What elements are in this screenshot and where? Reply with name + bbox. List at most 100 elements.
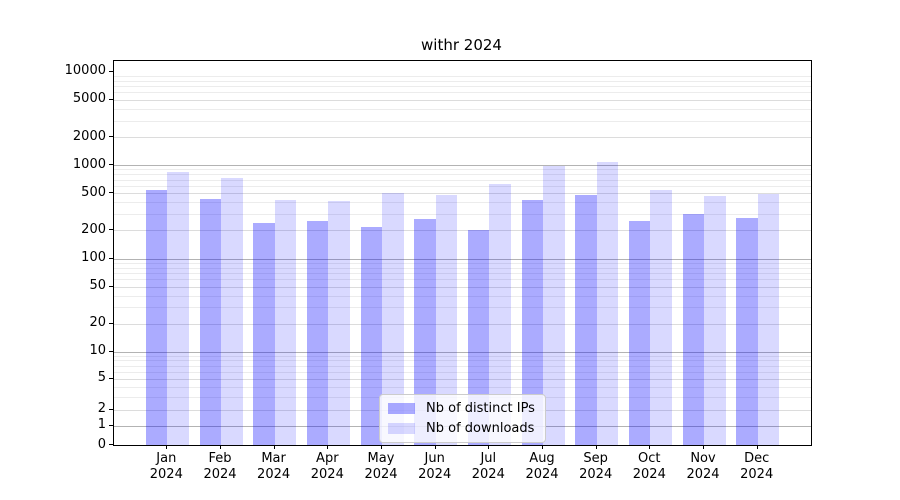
- y-tick-label: 10000: [64, 63, 106, 79]
- legend-swatch-downloads: [388, 423, 415, 434]
- x-tick-text: 2024: [471, 467, 505, 482]
- bar-downloads-oct: [650, 189, 672, 445]
- y-tick-label: 1000: [72, 156, 106, 172]
- x-tick-label-jun: Jun 2024: [404, 451, 466, 483]
- x-tick-text: 2024: [740, 467, 774, 482]
- x-tick-text: 2024: [310, 467, 344, 482]
- gridline-minor: [114, 92, 811, 94]
- x-tick-mark: [220, 445, 221, 449]
- bar-distinct-ips-sep: [575, 194, 597, 445]
- x-tick-text: 2024: [632, 467, 666, 482]
- x-tick-text: Dec: [744, 451, 770, 466]
- bar-downloads-dec: [757, 193, 780, 445]
- gridline-minor: [114, 86, 811, 88]
- bar-distinct-ips-apr: [306, 221, 329, 445]
- gridline-minor: [114, 80, 811, 82]
- y-tick-label: 50: [89, 278, 106, 294]
- x-tick-text: Jan: [156, 451, 177, 466]
- x-tick-label-may: May 2024: [350, 451, 412, 483]
- y-tick-mark: [109, 408, 113, 410]
- gridline-minor: [114, 169, 811, 171]
- gridline-medium: [114, 323, 811, 325]
- legend-swatch-distinct-ips: [388, 403, 415, 414]
- gridline-minor: [114, 185, 811, 187]
- gridline-minor: [114, 76, 811, 77]
- x-tick-text: 2024: [525, 467, 559, 482]
- y-tick-label: 0: [97, 436, 106, 452]
- bar-downloads-jan: [167, 172, 189, 445]
- gridline-medium: [114, 286, 811, 288]
- x-tick-mark: [434, 445, 436, 449]
- x-tick-label-nov: Nov 2024: [672, 451, 734, 483]
- x-tick-text: 2024: [149, 467, 183, 482]
- gridline-minor: [114, 295, 811, 297]
- gridline-minor: [114, 279, 811, 281]
- y-tick-label: 5000: [72, 91, 106, 107]
- x-tick-text: Jul: [480, 451, 497, 466]
- x-tick-text: Aug: [529, 451, 555, 466]
- y-tick-label: 2: [97, 401, 106, 417]
- y-tick-mark: [109, 98, 113, 100]
- x-tick-label-aug: Aug 2024: [511, 451, 573, 483]
- bar-distinct-ips-may: [360, 226, 382, 445]
- gridline-minor: [114, 179, 811, 181]
- x-tick-text: 2024: [686, 467, 720, 482]
- y-tick-mark: [109, 424, 113, 426]
- y-tick-mark: [109, 322, 113, 324]
- gridline-major: [114, 351, 811, 353]
- bar-distinct-ips-jan: [145, 189, 168, 445]
- y-tick-label: 2000: [72, 128, 106, 144]
- gridline-minor: [114, 174, 811, 176]
- bar-distinct-ips-feb: [199, 198, 221, 445]
- gridline-medium: [114, 193, 811, 195]
- x-tick-mark: [273, 445, 275, 449]
- gridline-minor: [114, 355, 811, 357]
- x-tick-label-feb: Feb 2024: [189, 451, 251, 483]
- x-tick-text: 2024: [364, 467, 398, 482]
- y-tick-label: 10: [89, 343, 106, 358]
- x-tick-text: 2024: [418, 467, 452, 482]
- x-tick-label-oct: Oct 2024: [618, 451, 680, 483]
- x-tick-mark: [649, 445, 651, 449]
- bar-distinct-ips-oct: [628, 221, 651, 445]
- gridline-minor: [114, 108, 811, 110]
- bar-downloads-mar: [274, 200, 297, 445]
- bar-distinct-ips-nov: [682, 214, 704, 445]
- legend-label-distinct-ips: Nb of distinct IPs: [426, 401, 535, 416]
- bar-downloads-feb: [221, 178, 243, 445]
- x-tick-label-sep: Sep 2024: [565, 451, 627, 483]
- y-tick-label: 100: [81, 250, 106, 265]
- y-tick-mark: [109, 192, 113, 194]
- bar-distinct-ips-aug: [521, 199, 543, 445]
- x-tick-text: 2024: [579, 467, 613, 482]
- x-tick-text: Apr: [316, 451, 339, 466]
- gridline-minor: [114, 202, 811, 204]
- gridline-minor: [114, 214, 811, 215]
- y-tick-mark: [109, 70, 113, 72]
- bar-downloads-jun: [435, 194, 458, 445]
- x-tick-text: Nov: [690, 451, 716, 466]
- legend-item-downloads: Nb of downloads: [388, 421, 535, 436]
- gridline-minor: [114, 273, 811, 274]
- y-tick-label: 1: [97, 417, 106, 433]
- y-tick-label: 20: [89, 315, 106, 331]
- x-tick-mark: [542, 445, 543, 449]
- x-tick-label-jul: Jul 2024: [457, 451, 519, 483]
- gridline-minor: [114, 267, 811, 269]
- gridline-medium: [114, 230, 811, 232]
- y-tick-mark: [109, 444, 113, 445]
- x-tick-label-jan: Jan 2024: [135, 451, 197, 483]
- x-tick-mark: [595, 445, 597, 449]
- gridline-medium: [114, 378, 811, 380]
- gridline-minor: [114, 386, 811, 388]
- bar-downloads-may: [382, 192, 404, 445]
- bar-distinct-ips-jun: [414, 219, 436, 445]
- x-tick-text: Mar: [261, 451, 286, 466]
- y-tick-mark: [109, 285, 113, 287]
- y-tick-label: 200: [81, 221, 106, 237]
- bar-downloads-apr: [328, 200, 350, 445]
- gridline-major: [114, 165, 811, 167]
- gridline-minor: [114, 120, 811, 122]
- bar-downloads-jul: [489, 184, 511, 445]
- x-tick-mark: [756, 445, 758, 449]
